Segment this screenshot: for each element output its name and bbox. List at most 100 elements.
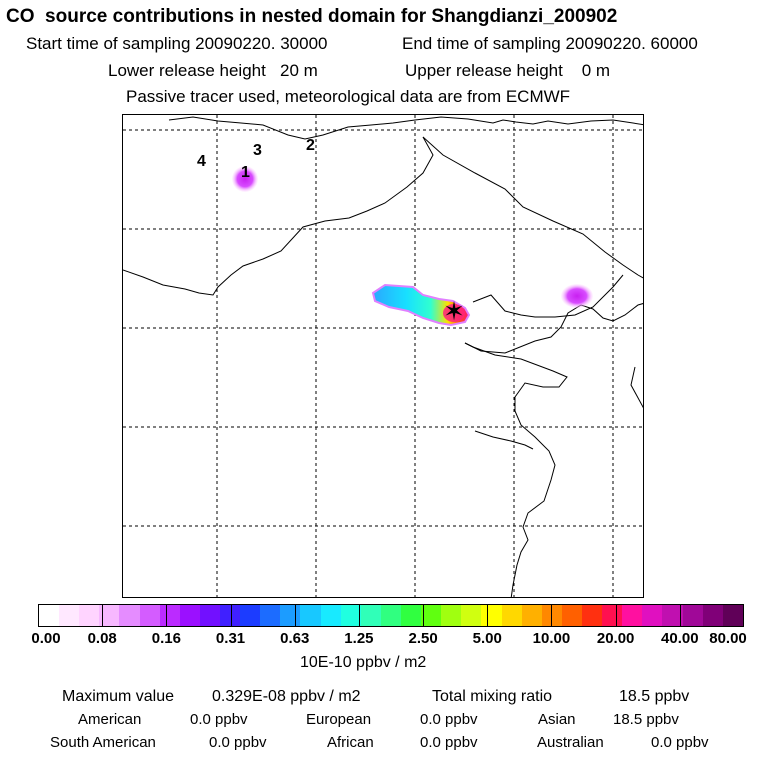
total-mixing-label: Total mixing ratio	[432, 688, 553, 705]
colorbar-tick-label: 0.16	[151, 630, 181, 647]
colorbar-swatch	[501, 605, 522, 626]
grid-lines	[123, 115, 643, 597]
colorbar-divider	[551, 605, 553, 626]
colorbar-divider	[230, 605, 232, 626]
colorbar-swatch	[219, 605, 241, 626]
map-panel: ✶ 4 3 2 1	[122, 114, 644, 598]
colorbar-swatch	[461, 605, 482, 626]
colorbar-divider	[487, 605, 489, 626]
colorbar-swatch	[702, 605, 723, 626]
colorbar-swatch	[59, 605, 80, 626]
boundaries	[123, 116, 643, 597]
manchuria-border	[422, 136, 643, 279]
colorbar-swatch	[300, 605, 321, 626]
colorbar-tick-label: 0.31	[215, 630, 246, 647]
bohai-coast	[464, 303, 643, 354]
inner-boundary	[472, 274, 624, 318]
island-coast	[630, 366, 643, 409]
colorbar-swatch	[99, 605, 120, 626]
max-value-label: Maximum value	[62, 688, 175, 705]
colorbar-swatch	[642, 605, 663, 626]
region-name-south-american: South American	[50, 734, 156, 751]
colorbar-swatch	[179, 605, 200, 626]
plume-peak	[443, 304, 465, 322]
colorbar-divider	[679, 605, 681, 626]
region-value-south-american: 0.0 ppbv	[209, 734, 267, 751]
region-value-australian: 0.0 ppbv	[651, 734, 709, 751]
region-value-european: 0.0 ppbv	[420, 711, 478, 728]
marker-1: 1	[241, 164, 250, 181]
map-canvas: ✶ 4 3 2 1	[123, 115, 643, 597]
region-name-african: African	[327, 734, 374, 751]
marker-2: 2	[306, 137, 315, 154]
station-marker: ✶	[443, 297, 465, 327]
colorbar-tick-label: 2.50	[408, 630, 438, 647]
colorbar-swatch	[662, 605, 683, 626]
region-name-asian: Asian	[538, 711, 576, 728]
colorbar-divider	[166, 605, 168, 626]
colorbar-swatch	[340, 605, 361, 626]
colorbar-swatch	[119, 605, 140, 626]
total-mixing-value: 18.5 ppbv	[619, 688, 690, 705]
colorbar-swatch	[441, 605, 462, 626]
max-value: 0.329E-08 ppbv / m2	[212, 688, 361, 705]
colorbar-swatch	[722, 605, 743, 626]
region-name-australian: Australian	[537, 734, 604, 751]
contribution-field	[232, 166, 593, 327]
region-name-american: American	[78, 711, 142, 728]
tracer-info-label: Passive tracer used, meteorological data…	[126, 87, 571, 106]
colorbar-tick-label: 80.00	[709, 630, 747, 647]
colorbar-tick-label: 40.00	[661, 630, 699, 647]
colorbar-swatch	[360, 605, 381, 626]
colorbar-divider	[615, 605, 617, 626]
purple-blob-east	[561, 284, 593, 308]
colorbar-unit: 10E-10 ppbv / m2	[300, 654, 427, 671]
colorbar-swatch	[521, 605, 542, 626]
colorbar-swatch	[380, 605, 401, 626]
colorbar-divider	[294, 605, 296, 626]
northern-border	[168, 116, 643, 140]
colorbar-swatch	[421, 605, 442, 626]
colorbar-tick-label: 0.00	[31, 630, 61, 647]
marker-4: 4	[197, 153, 206, 170]
end-time-label: End time of sampling 20090220. 60000	[402, 34, 698, 53]
colorbar-tick-label: 0.63	[280, 630, 310, 647]
colorbar-swatch	[561, 605, 582, 626]
colorbar-tick-label: 20.00	[596, 630, 635, 647]
inland-border	[474, 430, 534, 450]
region-value-african: 0.0 ppbv	[420, 734, 478, 751]
colorbar-swatch	[79, 605, 100, 626]
colorbar-swatch	[39, 605, 60, 626]
marker-3: 3	[253, 142, 262, 159]
colorbar-swatch	[602, 605, 623, 626]
lower-release-label: Lower release height 20 m	[108, 61, 318, 80]
colorbar-swatch	[159, 605, 180, 626]
colorbar	[38, 604, 744, 627]
colorbar-swatch	[280, 605, 301, 626]
colorbar-divider	[423, 605, 425, 626]
colorbar-swatch	[199, 605, 220, 626]
eastern-border	[123, 136, 434, 296]
colorbar-swatch	[581, 605, 603, 626]
start-time-label: Start time of sampling 20090220. 30000	[26, 34, 328, 53]
colorbar-swatch	[320, 605, 341, 626]
colorbar-divider	[102, 605, 104, 626]
upper-release-label: Upper release height 0 m	[405, 61, 611, 80]
colorbar-tick-label: 10.00	[532, 630, 571, 647]
colorbar-swatch	[481, 605, 502, 626]
region-name-european: European	[306, 711, 372, 728]
colorbar-tick-label: 1.25	[344, 630, 374, 647]
colorbar-swatch	[139, 605, 160, 626]
plot-title: CO source contributions in nested domain…	[6, 6, 618, 27]
colorbar-tick-label: 0.08	[87, 630, 117, 647]
coastline-south	[464, 342, 568, 597]
colorbar-swatch	[260, 605, 281, 626]
colorbar-swatch	[682, 605, 703, 626]
purple-blob-west	[232, 166, 258, 192]
region-value-american: 0.0 ppbv	[190, 711, 248, 728]
colorbar-swatch	[400, 605, 422, 626]
colorbar-tick-label: 5.00	[472, 630, 502, 647]
colorbar-swatch	[240, 605, 261, 626]
colorbar-divider	[358, 605, 360, 626]
colorbar-swatch	[622, 605, 643, 626]
